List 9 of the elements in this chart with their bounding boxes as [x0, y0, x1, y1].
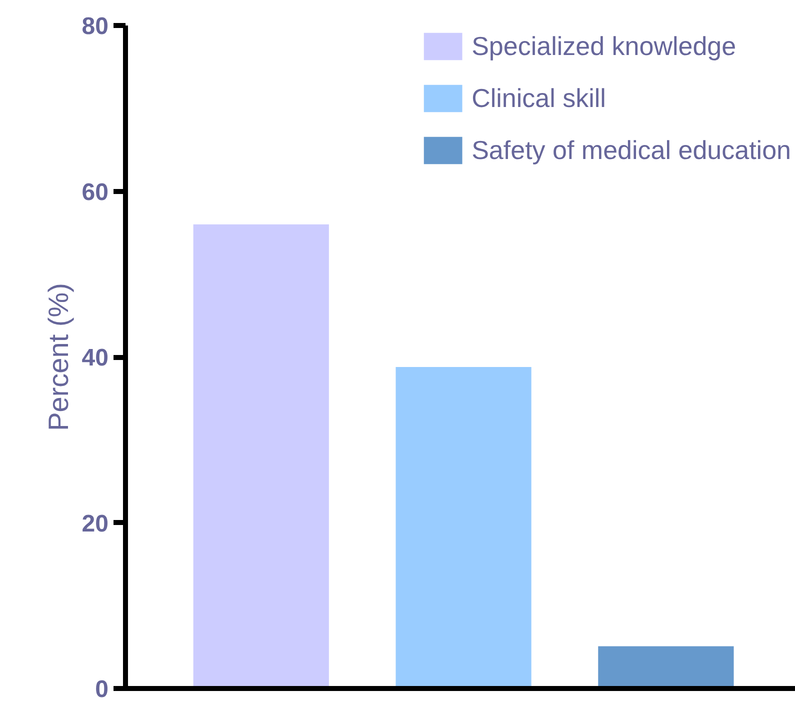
y-tick-label: 60 — [82, 178, 109, 206]
legend-label: Safety of medical education — [472, 134, 791, 166]
y-tick-label: 80 — [82, 13, 109, 40]
y-tick-label: 0 — [95, 676, 109, 703]
y-axis-title: Percent (%) — [42, 283, 74, 431]
legend-label: Specialized knowledge — [472, 30, 736, 62]
legend-label: Clinical skill — [472, 82, 606, 114]
y-tick-label: 40 — [82, 344, 109, 372]
y-tick-label: 20 — [82, 510, 109, 538]
